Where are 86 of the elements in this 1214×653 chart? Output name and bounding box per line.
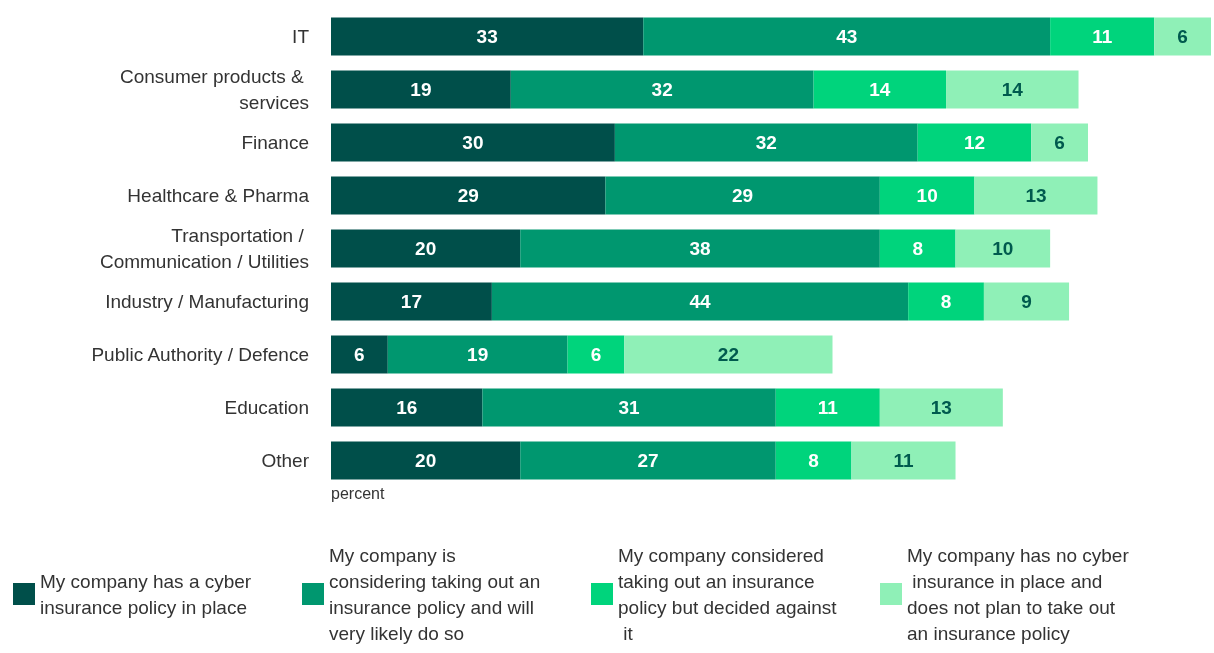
- bar: [1031, 123, 1088, 162]
- bar: [813, 70, 947, 109]
- legend-label: My company is considering taking out an insurance policy and will very likely do so: [329, 544, 546, 644]
- legend-label: My company has a cyber insurance policy in place: [40, 570, 257, 618]
- data-label: 31: [618, 397, 641, 418]
- data-label: 6: [1177, 26, 1188, 47]
- data-label: 43: [836, 26, 858, 47]
- y-tick-label: Transportation / Communication / Utilities: [99, 225, 309, 272]
- data-label: 6: [354, 344, 365, 365]
- bar: [520, 441, 776, 480]
- y-tick-label: Education: [224, 397, 309, 418]
- data-label: 19: [467, 344, 489, 365]
- data-label: 12: [963, 132, 986, 153]
- y-tick-label: Public Authority / Defence: [91, 344, 309, 365]
- bar: [974, 176, 1098, 215]
- data-label: 14: [1001, 79, 1024, 100]
- bar: [605, 176, 880, 215]
- x-axis-title: percent: [331, 484, 385, 502]
- legend-label: My company has no cyber insurance in place and does not plan to take out an insurance policy: [907, 544, 1130, 644]
- data-label: 13: [930, 397, 952, 418]
- data-label: 27: [637, 450, 659, 471]
- bar: [955, 229, 1051, 268]
- bar: [331, 176, 606, 215]
- y-tick-label: Healthcare & Pharma: [127, 185, 310, 206]
- data-label: 6: [1054, 132, 1065, 153]
- bar: [1050, 17, 1155, 56]
- data-label: 38: [689, 238, 711, 259]
- bar: [331, 70, 511, 109]
- data-label: 32: [651, 79, 673, 100]
- data-label: 8: [912, 238, 923, 259]
- data-label: 19: [410, 79, 432, 100]
- bar: [331, 17, 644, 56]
- bar: [491, 282, 909, 321]
- data-label: 8: [940, 291, 952, 312]
- data-label: 22: [717, 344, 739, 365]
- data-label: 32: [755, 132, 777, 153]
- data-label: 17: [400, 291, 422, 312]
- bar: [983, 282, 1070, 321]
- data-label: 10: [992, 238, 1014, 259]
- y-tick-label: Industry / Manufacturing: [105, 291, 309, 312]
- data-label: 9: [1021, 291, 1032, 312]
- legend-label: My company considered taking out an insurance policy but decided against it: [618, 544, 838, 644]
- bar: [624, 335, 833, 374]
- bar: [331, 441, 521, 480]
- bar: [917, 123, 1032, 162]
- bar: [946, 70, 1079, 109]
- bar: [614, 123, 918, 162]
- bar: [331, 282, 492, 321]
- bar: [908, 282, 984, 321]
- bar: [775, 388, 880, 427]
- bar: [567, 335, 625, 374]
- data-label: 10: [916, 185, 938, 206]
- data-label: 11: [817, 397, 839, 418]
- bar: [643, 17, 1051, 56]
- bar: [331, 335, 388, 374]
- data-label: 13: [1025, 185, 1047, 206]
- data-label: 11: [1092, 26, 1113, 47]
- data-label: 44: [689, 291, 712, 312]
- bar: [331, 229, 521, 268]
- data-label: 20: [415, 238, 437, 259]
- data-label: 30: [462, 132, 484, 153]
- bar: [1154, 17, 1211, 56]
- y-tick-label: Other: [261, 450, 310, 471]
- y-tick-label: Finance: [241, 132, 309, 153]
- data-label: 11: [893, 450, 914, 471]
- bar: [879, 388, 1003, 427]
- bar: [879, 176, 975, 215]
- data-label: 14: [869, 79, 891, 100]
- bar: [331, 123, 615, 162]
- y-tick-label: IT: [292, 26, 310, 47]
- bar: [387, 335, 568, 374]
- data-label: 16: [396, 397, 418, 418]
- data-label: 6: [590, 344, 602, 365]
- bar: [482, 388, 776, 427]
- bar: [520, 229, 880, 268]
- data-label: 29: [732, 185, 754, 206]
- data-label: 20: [415, 450, 437, 471]
- bar: [879, 229, 956, 268]
- data-label: 29: [457, 185, 479, 206]
- bar: [775, 441, 852, 480]
- bar: [510, 70, 814, 109]
- data-label: 8: [808, 450, 819, 471]
- data-label: 33: [476, 26, 498, 47]
- y-tick-label: Consumer products & services: [119, 66, 309, 113]
- bar: [331, 388, 483, 427]
- bar: [851, 441, 956, 480]
